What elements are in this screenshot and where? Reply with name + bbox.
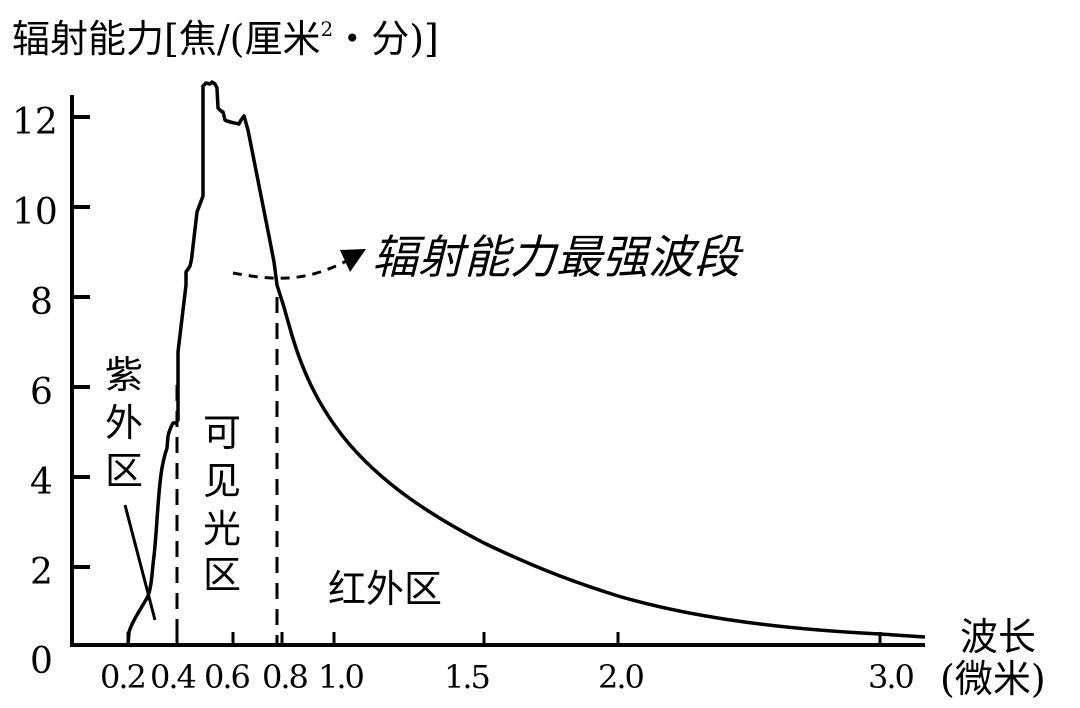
svg-text:区: 区 xyxy=(105,449,143,493)
y-tick-labels: 0 2 4 6 8 10 12 xyxy=(12,102,58,682)
svg-text:外: 外 xyxy=(105,401,143,445)
svg-text:光: 光 xyxy=(203,507,241,551)
annotation-arrow xyxy=(232,256,353,280)
y-axis-title: 辐射能力[焦/(厘米2・分)] xyxy=(12,17,439,61)
radiation-curve xyxy=(126,80,926,646)
region-boundaries xyxy=(175,297,279,645)
svg-text:可: 可 xyxy=(203,411,241,455)
y-tick-label: 0 xyxy=(30,641,53,682)
x-tick-label: 0.4 xyxy=(150,658,196,696)
x-tick-label: 0.6 xyxy=(204,658,250,696)
y-tick-label: 6 xyxy=(30,372,53,413)
y-tick-label: 12 xyxy=(12,102,58,143)
x-tick-label: 1.5 xyxy=(444,658,489,696)
svg-text:见: 见 xyxy=(203,459,241,503)
uv-region-label: 紫 外 区 xyxy=(105,353,143,493)
visible-region-label: 可 见 光 区 xyxy=(203,411,241,597)
y-tick-label: 10 xyxy=(12,192,58,233)
svg-text:波长: 波长 xyxy=(960,615,1036,659)
annotation-text: 辐射能力最强波段 xyxy=(372,230,744,284)
y-tick-label: 2 xyxy=(30,552,53,593)
svg-text:区: 区 xyxy=(203,553,241,597)
y-tick-label: 8 xyxy=(30,282,53,323)
svg-text:(微米): (微米) xyxy=(940,657,1046,701)
y-ticks xyxy=(72,115,90,569)
x-tick-labels: 0.2 0.4 0.6 0.8 1.0 1.5 2.0 3.0 xyxy=(100,658,916,696)
y-tick-label: 4 xyxy=(30,462,53,503)
x-axis-title: 波长 (微米) xyxy=(940,615,1046,701)
x-tick-label: 2.0 xyxy=(598,658,644,696)
x-tick-label: 1.0 xyxy=(318,658,364,696)
infrared-region-label: 红外区 xyxy=(328,567,442,611)
axes xyxy=(70,95,925,647)
arrow-head-icon xyxy=(340,249,366,272)
uv-pointer-line xyxy=(123,504,157,621)
x-tick-label: 3.0 xyxy=(868,658,914,696)
svg-text:紫: 紫 xyxy=(105,353,143,397)
x-tick-label: 0.2 xyxy=(100,658,145,696)
x-tick-label: 0.8 xyxy=(262,658,308,696)
